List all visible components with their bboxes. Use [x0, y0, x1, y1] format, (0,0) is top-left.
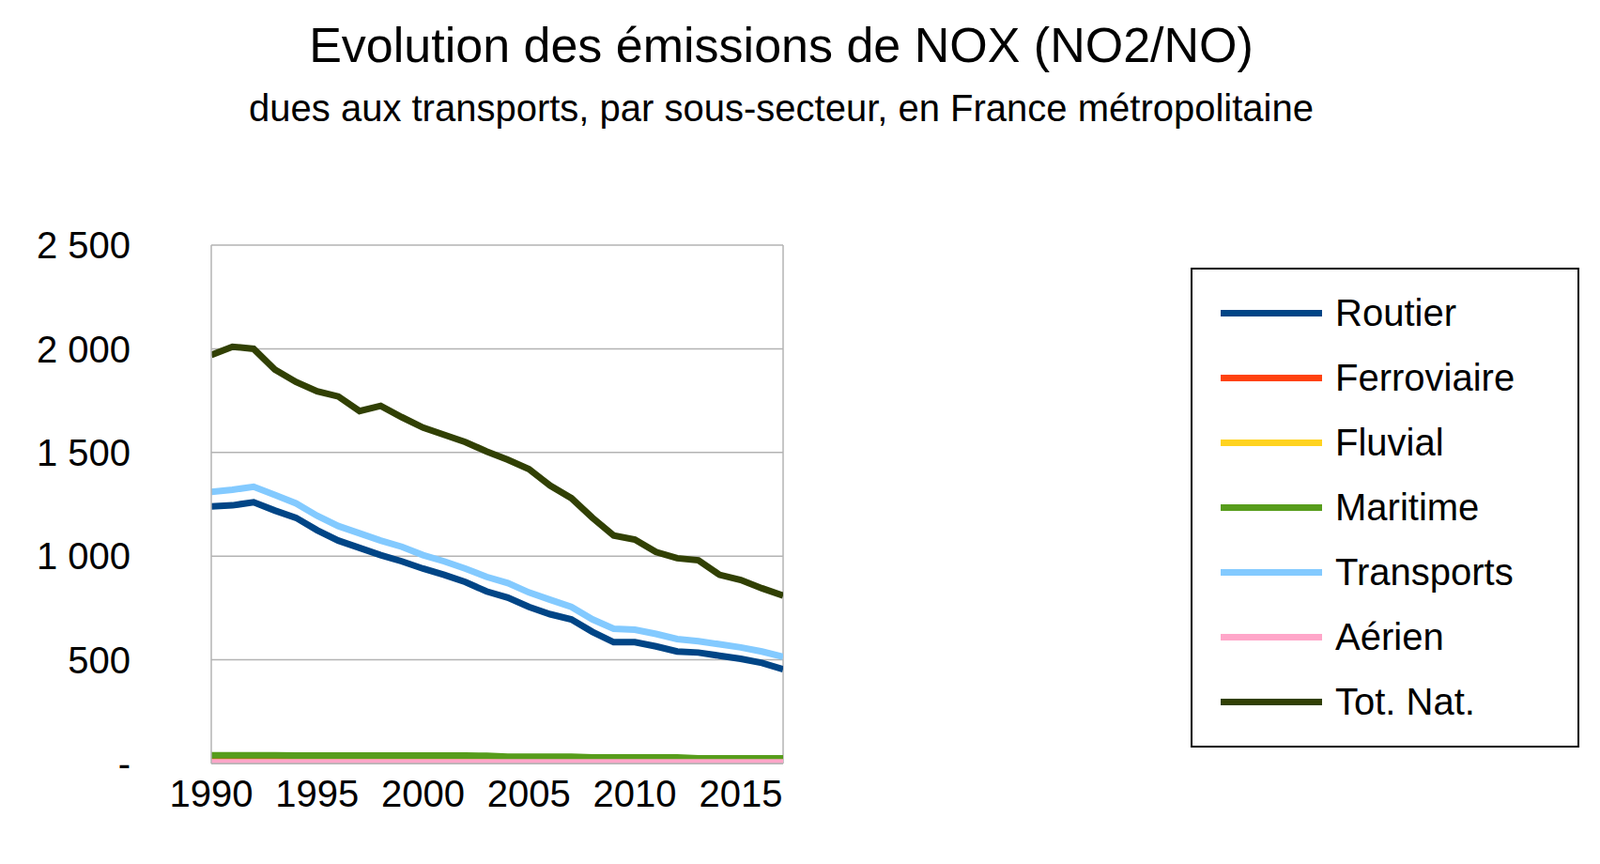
svg-text:1990: 1990 — [169, 772, 254, 815]
svg-text:1 000: 1 000 — [36, 535, 131, 577]
html-text:Ferroviaire: Ferroviaire — [1335, 356, 1515, 399]
html-text:Routier: Routier — [1335, 292, 1457, 334]
html-text:Maritime: Maritime — [1335, 486, 1480, 528]
svg-text:2010: 2010 — [593, 772, 677, 815]
svg-text:2 000: 2 000 — [36, 328, 131, 370]
svg-text:500: 500 — [67, 639, 131, 681]
svg-text:2000: 2000 — [381, 772, 465, 815]
svg-text:2015: 2015 — [698, 772, 783, 815]
svg-text:-: - — [118, 742, 131, 785]
html-text:Transports: Transports — [1335, 551, 1514, 593]
html-text:Tot. Nat.: Tot. Nat. — [1335, 680, 1476, 723]
svg-text:2005: 2005 — [487, 772, 571, 815]
html-text:Fluvial: Fluvial — [1335, 421, 1444, 463]
svg-text:2 500: 2 500 — [36, 224, 131, 266]
svg-text:1995: 1995 — [275, 772, 359, 815]
svg-text:1 500: 1 500 — [36, 431, 131, 474]
html-text:Aérien: Aérien — [1335, 615, 1444, 658]
html-text:dues aux transports, par sous-: dues aux transports, par sous-secteur, e… — [248, 87, 1314, 129]
html-text:Evolution des émissions de NOX: Evolution des émissions de NOX (NO2/NO) — [309, 17, 1254, 73]
